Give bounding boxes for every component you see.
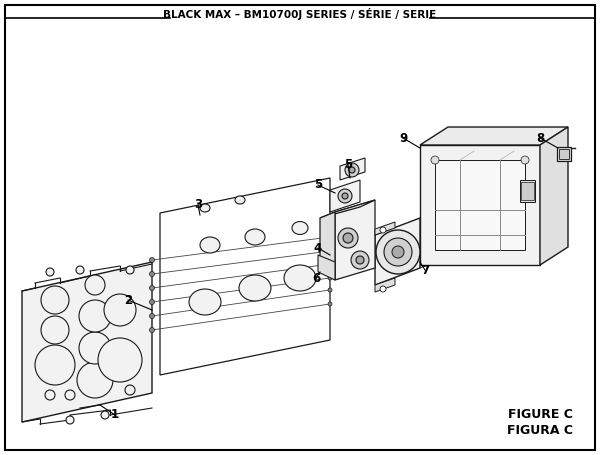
Circle shape xyxy=(125,385,135,395)
Circle shape xyxy=(79,300,111,332)
Circle shape xyxy=(392,246,404,258)
Bar xyxy=(557,147,571,161)
Circle shape xyxy=(328,235,332,239)
Ellipse shape xyxy=(200,237,220,253)
Circle shape xyxy=(85,275,105,295)
Circle shape xyxy=(35,345,75,385)
Text: 3: 3 xyxy=(194,198,202,212)
Circle shape xyxy=(376,230,420,274)
Text: 7: 7 xyxy=(421,263,429,277)
Circle shape xyxy=(46,268,54,276)
Circle shape xyxy=(66,416,74,424)
Bar xyxy=(559,149,569,159)
Circle shape xyxy=(101,411,109,419)
Polygon shape xyxy=(375,218,420,285)
Polygon shape xyxy=(375,278,395,292)
Circle shape xyxy=(98,338,142,382)
Ellipse shape xyxy=(200,204,210,212)
Polygon shape xyxy=(330,180,360,212)
Ellipse shape xyxy=(292,222,308,234)
Circle shape xyxy=(104,294,136,326)
Polygon shape xyxy=(160,178,330,375)
Circle shape xyxy=(65,390,75,400)
Polygon shape xyxy=(420,127,568,145)
Ellipse shape xyxy=(239,275,271,301)
Circle shape xyxy=(351,251,369,269)
Circle shape xyxy=(149,299,155,304)
Text: 5: 5 xyxy=(344,158,352,172)
Circle shape xyxy=(328,288,332,292)
Circle shape xyxy=(338,189,352,203)
Circle shape xyxy=(149,285,155,290)
Text: 5: 5 xyxy=(314,178,322,192)
Polygon shape xyxy=(435,160,525,250)
Polygon shape xyxy=(375,222,395,235)
Circle shape xyxy=(77,362,113,398)
Circle shape xyxy=(380,227,386,233)
Polygon shape xyxy=(420,145,540,265)
Ellipse shape xyxy=(189,289,221,315)
Polygon shape xyxy=(22,262,152,422)
Circle shape xyxy=(79,332,111,364)
Circle shape xyxy=(356,256,364,264)
Polygon shape xyxy=(335,200,375,280)
Circle shape xyxy=(149,328,155,333)
Circle shape xyxy=(343,233,353,243)
Circle shape xyxy=(149,313,155,318)
Circle shape xyxy=(126,266,134,274)
Text: 4: 4 xyxy=(314,242,322,254)
Circle shape xyxy=(328,262,332,266)
Circle shape xyxy=(521,156,529,164)
Text: FIGURE C: FIGURE C xyxy=(508,409,573,421)
Polygon shape xyxy=(318,255,335,280)
Circle shape xyxy=(384,238,412,266)
Text: BLACK MAX – BM10700J SERIES / SÉRIE / SERIE: BLACK MAX – BM10700J SERIES / SÉRIE / SE… xyxy=(163,8,437,20)
Text: 8: 8 xyxy=(536,131,544,145)
Circle shape xyxy=(380,286,386,292)
Circle shape xyxy=(45,390,55,400)
Polygon shape xyxy=(340,158,365,180)
Ellipse shape xyxy=(235,196,245,204)
Circle shape xyxy=(149,272,155,277)
Circle shape xyxy=(41,316,69,344)
Bar xyxy=(520,180,535,202)
Ellipse shape xyxy=(284,265,316,291)
Circle shape xyxy=(345,163,359,177)
Text: 9: 9 xyxy=(399,131,407,145)
Circle shape xyxy=(338,228,358,248)
Text: 2: 2 xyxy=(124,293,132,307)
Polygon shape xyxy=(540,127,568,265)
Text: 6: 6 xyxy=(312,272,320,284)
Polygon shape xyxy=(320,200,375,218)
Circle shape xyxy=(342,193,348,199)
Circle shape xyxy=(328,276,332,280)
Circle shape xyxy=(328,302,332,306)
Text: FIGURA C: FIGURA C xyxy=(507,424,573,436)
Bar xyxy=(521,182,534,200)
Circle shape xyxy=(41,286,69,314)
Ellipse shape xyxy=(245,229,265,245)
Text: 1: 1 xyxy=(111,409,119,421)
Circle shape xyxy=(149,258,155,263)
Circle shape xyxy=(328,249,332,253)
Polygon shape xyxy=(320,212,335,280)
Circle shape xyxy=(349,167,355,173)
Circle shape xyxy=(76,266,84,274)
Circle shape xyxy=(431,156,439,164)
